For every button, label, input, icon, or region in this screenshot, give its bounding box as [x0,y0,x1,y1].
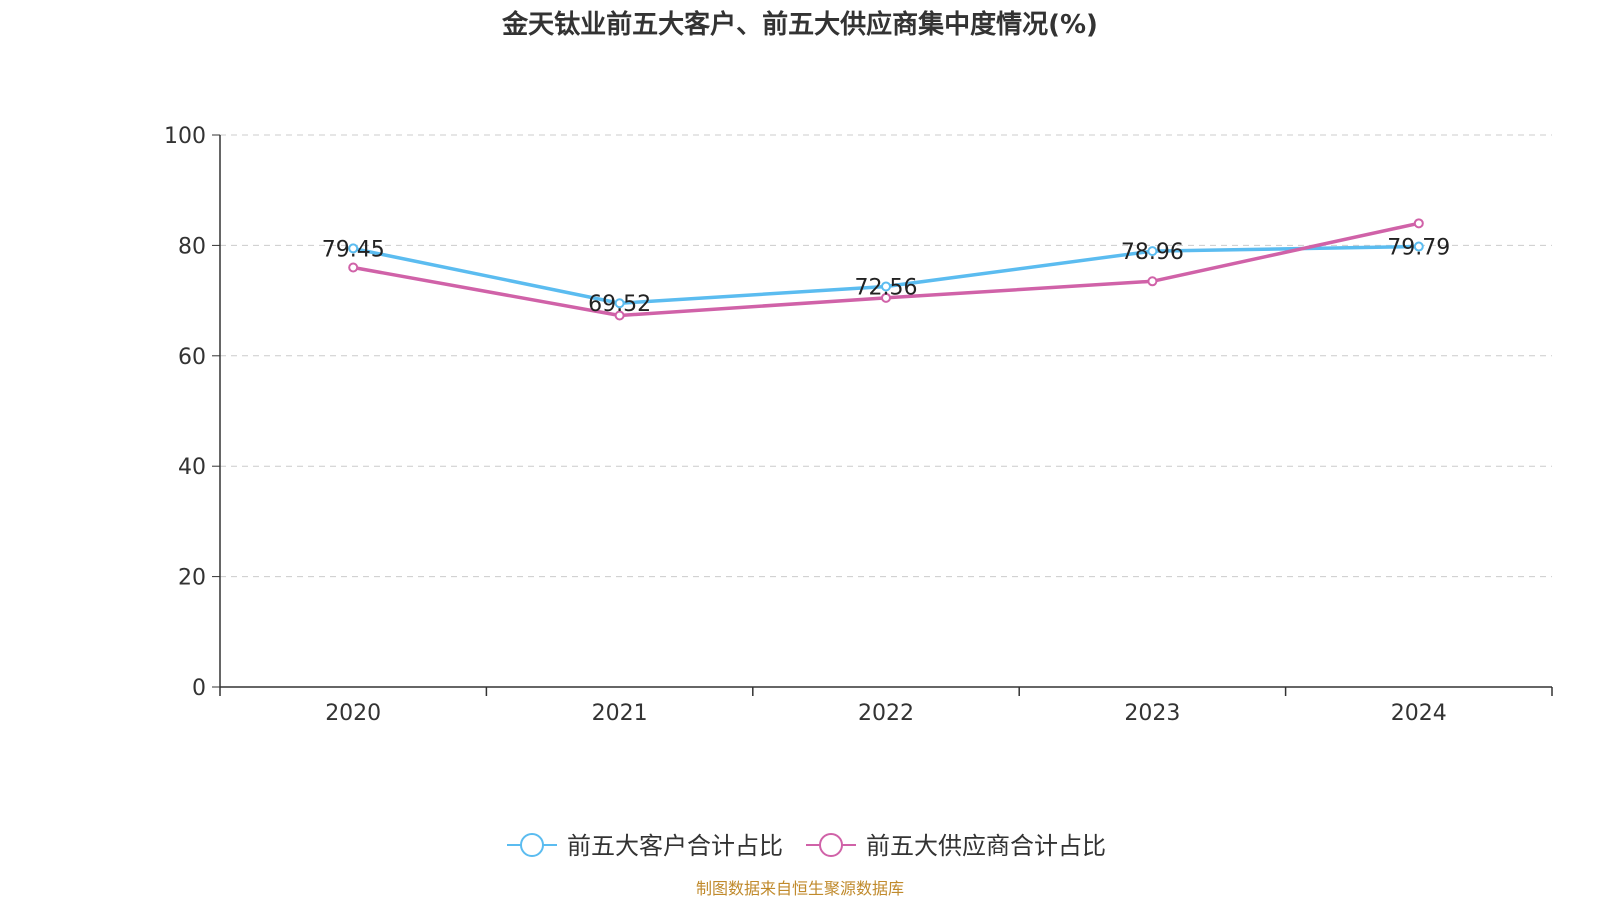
x-tick-label: 2022 [858,701,914,726]
legend-marker [819,833,843,857]
data-point [348,243,359,254]
data-point [1147,246,1158,257]
data-label: 78.96 [1121,240,1184,265]
data-label: 69.52 [588,292,651,317]
data-point [1147,276,1158,287]
y-tick-label: 0 [192,676,206,701]
y-tick-label: 40 [178,455,206,480]
legend-label: 前五大供应商合计占比 [866,832,1106,860]
x-tick-label: 2021 [592,701,648,726]
x-tick-label: 2020 [325,701,381,726]
y-tick-label: 60 [178,345,206,370]
data-point [881,292,891,303]
legend-marker [520,833,544,857]
data-point [1413,241,1424,252]
data-point [614,298,625,309]
x-tick-label: 2023 [1124,701,1180,726]
data-point [881,281,891,292]
y-tick-label: 100 [164,124,206,149]
data-point [614,310,625,321]
data-label: 72.56 [855,275,918,300]
source-note: 制图数据来自恒生聚源数据库 [695,879,904,898]
y-tick-label: 20 [178,566,206,591]
chart-title: 金天钛业前五大客户、前五大供应商集中度情况(%) [502,10,1098,40]
legend-label: 前五大客户合计占比 [567,832,783,860]
data-label: 79.45 [322,237,385,262]
data-label: 79.79 [1387,236,1450,261]
x-tick-label: 2024 [1391,701,1447,726]
data-point [1413,218,1424,229]
data-point [348,262,359,273]
y-tick-label: 80 [178,234,206,259]
